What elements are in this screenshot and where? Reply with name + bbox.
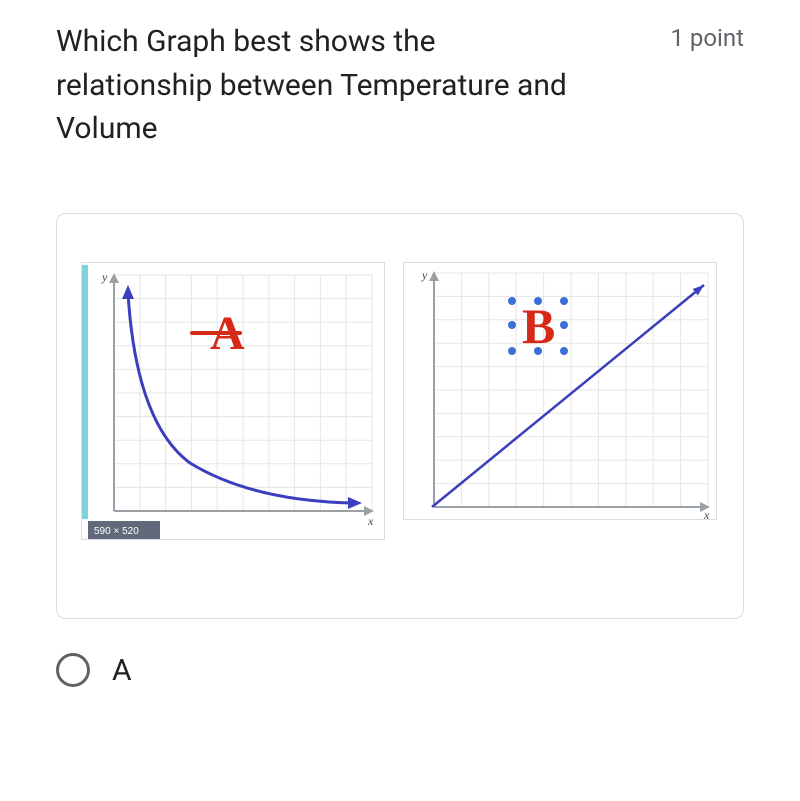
charts-row: yxA590 × 520 yxB bbox=[81, 262, 719, 540]
graphs-image-card: yxA590 × 520 yxB bbox=[56, 213, 744, 619]
option-a-row[interactable]: A bbox=[56, 653, 744, 688]
chart-b: y x B bbox=[403, 262, 717, 520]
chart-a-svg: yxA590 × 520 bbox=[82, 263, 386, 541]
option-a-label: A bbox=[112, 653, 132, 688]
question-header: Which Graph best shows the relationship … bbox=[56, 20, 744, 151]
chart-b-svg: y x B bbox=[404, 263, 718, 521]
svg-text:x: x bbox=[703, 508, 710, 521]
svg-text:y: y bbox=[421, 268, 428, 282]
question-text: Which Graph best shows the relationship … bbox=[56, 20, 596, 151]
svg-text:590 × 520: 590 × 520 bbox=[94, 526, 139, 537]
question-container: Which Graph best shows the relationship … bbox=[0, 0, 800, 688]
svg-text:y: y bbox=[101, 270, 108, 284]
points-label: 1 point bbox=[670, 24, 744, 52]
radio-icon[interactable] bbox=[56, 653, 90, 687]
svg-text:B: B bbox=[522, 298, 555, 354]
svg-text:x: x bbox=[367, 514, 374, 528]
chart-a: yxA590 × 520 bbox=[81, 262, 385, 540]
